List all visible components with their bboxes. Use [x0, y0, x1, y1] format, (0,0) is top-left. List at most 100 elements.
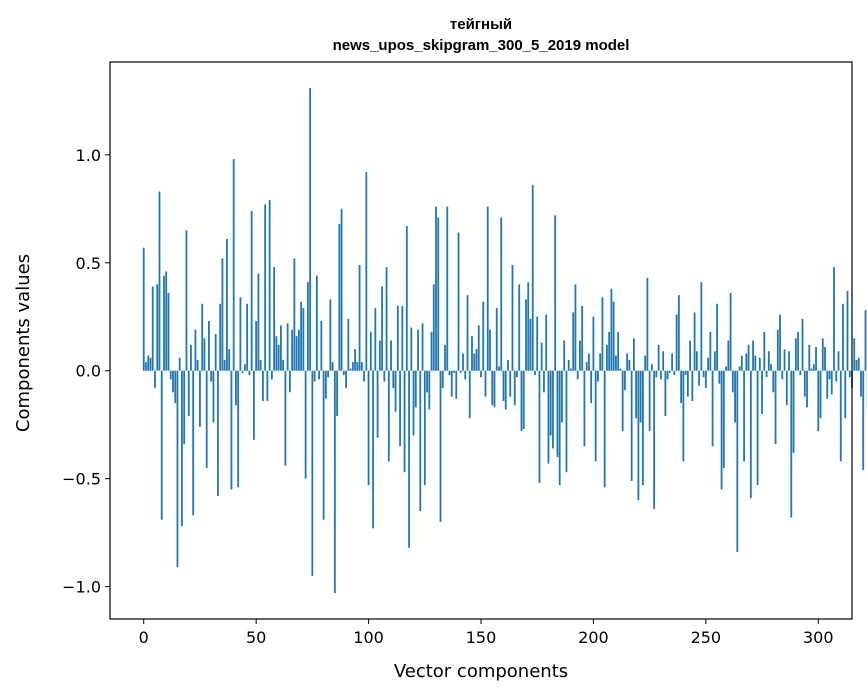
bar	[718, 370, 721, 384]
bar	[864, 310, 867, 371]
bar	[486, 206, 489, 371]
bar	[419, 370, 422, 512]
bar	[641, 370, 644, 486]
bar	[527, 282, 530, 371]
bar	[324, 370, 327, 399]
bar	[169, 370, 172, 380]
bar	[624, 370, 626, 391]
x-tick-label: 50	[246, 628, 266, 647]
bar	[797, 331, 799, 371]
bar	[279, 325, 282, 371]
bar	[358, 264, 361, 371]
bar	[842, 303, 844, 371]
bar	[228, 349, 231, 371]
bar	[471, 336, 473, 371]
bar	[369, 331, 372, 371]
bar	[610, 288, 613, 371]
bar	[473, 353, 476, 371]
bar	[504, 370, 507, 410]
bar	[318, 370, 321, 380]
bar	[432, 284, 435, 371]
bar	[603, 370, 606, 488]
bar	[446, 206, 449, 371]
bar	[536, 316, 539, 371]
bar	[808, 344, 811, 371]
bar	[522, 370, 525, 430]
bar	[763, 331, 766, 371]
bar	[682, 370, 685, 462]
bar	[567, 359, 570, 371]
bar	[163, 275, 165, 371]
bar	[282, 359, 285, 371]
bar	[597, 370, 599, 382]
bar	[794, 338, 797, 371]
bar	[403, 370, 406, 473]
bar	[250, 210, 253, 371]
bar	[495, 308, 498, 371]
bar	[572, 312, 575, 371]
bar	[372, 370, 374, 529]
bar	[531, 185, 534, 371]
bar	[284, 370, 287, 466]
bar	[165, 271, 168, 371]
bar	[295, 336, 298, 371]
x-axis-ticks: 0 50 100 150 200 250 300	[139, 619, 834, 647]
bar	[181, 370, 183, 527]
bar	[749, 370, 752, 499]
bar	[230, 370, 233, 490]
bar	[707, 357, 709, 371]
bar	[453, 370, 455, 373]
bar	[390, 340, 392, 371]
bar	[752, 340, 754, 371]
bar	[574, 284, 577, 371]
bar	[374, 308, 377, 371]
bar	[378, 340, 381, 371]
bar	[408, 370, 410, 548]
bar	[315, 275, 318, 371]
bar	[671, 353, 674, 371]
bar	[711, 370, 714, 447]
x-tick-label: 100	[353, 628, 384, 647]
bar	[154, 370, 156, 388]
bar	[790, 370, 793, 518]
bar	[336, 370, 338, 417]
bar	[698, 370, 700, 386]
bar	[743, 370, 745, 462]
bar	[309, 87, 312, 371]
bar	[253, 370, 255, 440]
bar	[761, 370, 763, 414]
bar	[183, 370, 186, 445]
bar	[246, 303, 249, 371]
bar	[484, 370, 487, 397]
bar	[576, 370, 579, 380]
bar	[772, 370, 775, 393]
bar	[448, 370, 451, 376]
bar	[248, 370, 251, 376]
bar	[792, 370, 795, 453]
bar	[590, 370, 593, 404]
bar	[482, 301, 485, 371]
bar	[185, 230, 188, 371]
bar	[639, 370, 642, 423]
bar	[158, 191, 161, 371]
bar	[817, 370, 820, 432]
bar	[205, 370, 208, 468]
plot-frame	[109, 61, 853, 620]
bar	[304, 370, 307, 479]
bar	[160, 370, 163, 520]
x-tick-label: 200	[578, 628, 609, 647]
bar	[835, 370, 838, 382]
bar	[450, 370, 453, 397]
bar	[606, 344, 608, 371]
bar	[704, 370, 707, 388]
bar	[511, 264, 514, 371]
bar	[149, 357, 152, 371]
bar	[830, 370, 833, 395]
bar	[489, 329, 491, 371]
bar	[223, 359, 226, 371]
bar	[592, 316, 595, 371]
bar	[785, 370, 788, 406]
bar	[594, 370, 597, 462]
bar	[147, 355, 150, 371]
bar	[426, 370, 428, 393]
